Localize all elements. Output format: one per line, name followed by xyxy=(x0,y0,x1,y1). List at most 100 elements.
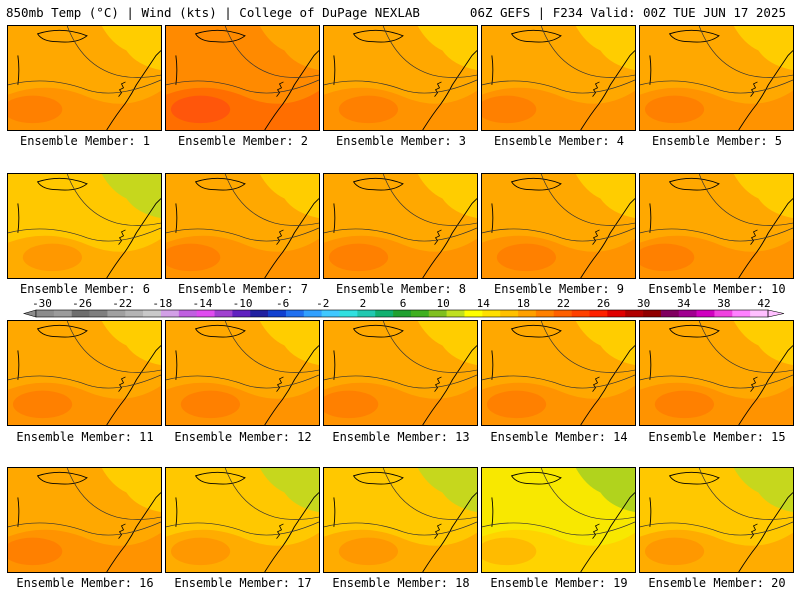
colorbar-swatch xyxy=(107,310,126,317)
ensemble-member-label: Ensemble Member: 5 xyxy=(651,134,783,148)
ensemble-member-label: Ensemble Member: 9 xyxy=(493,282,625,296)
ensemble-map-panel xyxy=(165,173,320,279)
colorbar-swatch xyxy=(232,310,251,317)
temperature-field-map xyxy=(324,468,477,572)
ensemble-map-panel xyxy=(323,467,478,573)
colorbar-swatch xyxy=(589,310,608,317)
temperature-field-map xyxy=(640,468,793,572)
temperature-field-map xyxy=(324,26,477,130)
colorbar-swatch xyxy=(643,310,662,317)
colorbar-swatch xyxy=(535,310,555,317)
ensemble-member-label: Ensemble Member: 10 xyxy=(648,282,786,296)
ensemble-member-label: Ensemble Member: 3 xyxy=(335,134,467,148)
chart-title: 850mb Temp (°C) | Wind (kts) | College o… xyxy=(6,5,420,20)
colorbar-tick-label: -14 xyxy=(193,297,213,310)
colorbar-tick-label: 26 xyxy=(597,297,610,310)
ensemble-map-panel xyxy=(639,173,794,279)
colorbar-swatch xyxy=(375,310,394,317)
colorbar-left-arrow xyxy=(22,309,37,318)
colorbar-swatch xyxy=(285,310,305,317)
colorbar-swatch xyxy=(303,310,322,317)
temperature-field-map xyxy=(640,321,793,425)
ensemble-member-label: Ensemble Member: 18 xyxy=(332,576,470,590)
temperature-field-map xyxy=(640,26,793,130)
colorbar-swatch xyxy=(571,310,590,317)
temperature-field-map xyxy=(8,26,161,130)
colorbar-tick-label: 34 xyxy=(677,297,691,310)
colorbar-tick-label: 38 xyxy=(717,297,730,310)
colorbar-swatch xyxy=(714,310,733,317)
colorbar-tick-label: -22 xyxy=(112,297,132,310)
colorbar-tick-label: 42 xyxy=(757,297,770,310)
colorbar-swatch xyxy=(36,310,55,317)
colorbar-tick-label: -6 xyxy=(276,297,289,310)
ensemble-member-label: Ensemble Member: 4 xyxy=(493,134,625,148)
colorbar-tick-label: 30 xyxy=(637,297,650,310)
colorbar-swatch xyxy=(750,310,769,317)
colorbar-swatch xyxy=(160,310,180,317)
colorbar-tick-label: -18 xyxy=(152,297,172,310)
ensemble-map-panel xyxy=(481,173,636,279)
temperature-field-map xyxy=(8,174,161,278)
colorbar-tick-label: -2 xyxy=(316,297,329,310)
colorbar-tick-label: 22 xyxy=(557,297,570,310)
colorbar-swatch xyxy=(464,310,483,317)
colorbar-swatch xyxy=(53,310,73,317)
colorbar-swatch xyxy=(500,310,519,317)
ensemble-member-label: Ensemble Member: 16 xyxy=(16,576,154,590)
temperature-field-map xyxy=(8,468,161,572)
temperature-field-map xyxy=(482,26,635,130)
ensemble-member-label: Ensemble Member: 19 xyxy=(490,576,628,590)
ensemble-member-label: Ensemble Member: 20 xyxy=(648,576,786,590)
colorbar-tick-label: 6 xyxy=(400,297,407,310)
temperature-field-map xyxy=(482,174,635,278)
ensemble-map-panel xyxy=(7,173,162,279)
ensemble-map-panel xyxy=(165,467,320,573)
temperature-field-map xyxy=(482,468,635,572)
ensemble-map-panel xyxy=(481,467,636,573)
ensemble-map-panel xyxy=(323,25,478,131)
ensemble-map-panel xyxy=(7,25,162,131)
ensemble-map-panel xyxy=(7,320,162,426)
model-run-info: 06Z GEFS | F234 Valid: 00Z TUE JUN 17 20… xyxy=(469,5,786,20)
temperature-field-map xyxy=(166,321,319,425)
colorbar-swatch xyxy=(178,310,197,317)
colorbar-tick-label: -26 xyxy=(72,297,92,310)
colorbar-swatch xyxy=(339,310,358,317)
colorbar-swatch xyxy=(125,310,144,317)
ensemble-map-panel xyxy=(165,25,320,131)
colorbar-swatch xyxy=(268,310,287,317)
ensemble-map-panel xyxy=(323,173,478,279)
ensemble-map-panel xyxy=(481,25,636,131)
colorbar-tick-label: 2 xyxy=(360,297,367,310)
temperature-field-map xyxy=(166,26,319,130)
colorbar-swatch xyxy=(321,310,340,317)
temperature-field-map xyxy=(166,468,319,572)
ensemble-member-label: Ensemble Member: 8 xyxy=(335,282,467,296)
colorbar-tick-label: -10 xyxy=(233,297,253,310)
ensemble-member-label: Ensemble Member: 12 xyxy=(174,430,312,444)
ensemble-map-panel xyxy=(481,320,636,426)
colorbar-swatch xyxy=(357,310,376,317)
colorbar-swatch xyxy=(732,310,751,317)
colorbar-swatch xyxy=(446,310,465,317)
temperature-field-map xyxy=(324,321,477,425)
ensemble-member-label: Ensemble Member: 2 xyxy=(177,134,309,148)
colorbar-swatch xyxy=(660,310,680,317)
temperature-field-map xyxy=(8,321,161,425)
ensemble-member-label: Ensemble Member: 13 xyxy=(332,430,470,444)
ensemble-member-label: Ensemble Member: 15 xyxy=(648,430,786,444)
colorbar-swatch xyxy=(410,310,430,317)
colorbar-swatch xyxy=(196,310,215,317)
temperature-colorbar: -30 -26 -22 -18 -14 -10 -6 -2 2 6 10 14 18 22 26 30 34 38… xyxy=(22,297,785,318)
ensemble-member-label: Ensemble Member: 7 xyxy=(177,282,309,296)
ensemble-map-panel xyxy=(639,320,794,426)
ensemble-member-label: Ensemble Member: 14 xyxy=(490,430,628,444)
colorbar-swatch xyxy=(553,310,572,317)
colorbar-swatch xyxy=(696,310,715,317)
colorbar-tick-label: 18 xyxy=(517,297,530,310)
ensemble-map-panel xyxy=(639,467,794,573)
ensemble-member-label: Ensemble Member: 17 xyxy=(174,576,312,590)
ensemble-map-panel xyxy=(323,320,478,426)
temperature-field-map xyxy=(640,174,793,278)
